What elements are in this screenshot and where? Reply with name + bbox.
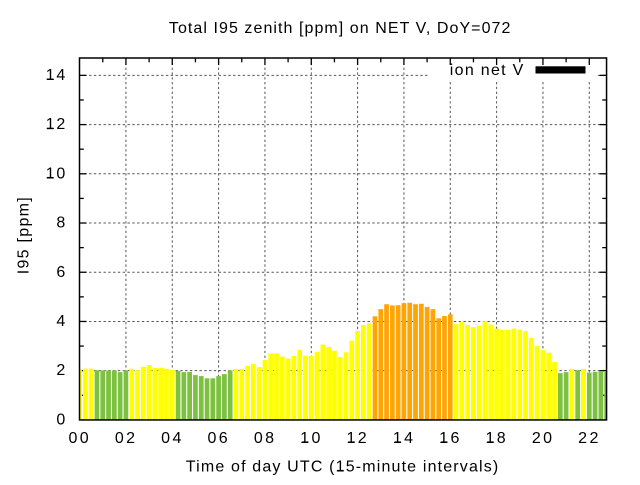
svg-text:12: 12 xyxy=(46,116,66,133)
svg-text:8: 8 xyxy=(56,215,65,232)
svg-text:2: 2 xyxy=(56,362,65,379)
svg-text:Time of day UTC (15-minute int: Time of day UTC (15-minute intervals) xyxy=(186,458,498,475)
svg-text:4: 4 xyxy=(56,313,65,330)
svg-text:0: 0 xyxy=(56,411,65,428)
svg-text:ion net V: ion net V xyxy=(450,62,524,79)
svg-text:6: 6 xyxy=(56,264,65,281)
svg-text:10: 10 xyxy=(46,165,66,182)
svg-text:Total I95 zenith [ppm] on NET: Total I95 zenith [ppm] on NET V, DoY=072 xyxy=(169,20,511,37)
svg-text:14: 14 xyxy=(46,67,66,84)
svg-text:I95 [ppm]: I95 [ppm] xyxy=(16,197,33,274)
